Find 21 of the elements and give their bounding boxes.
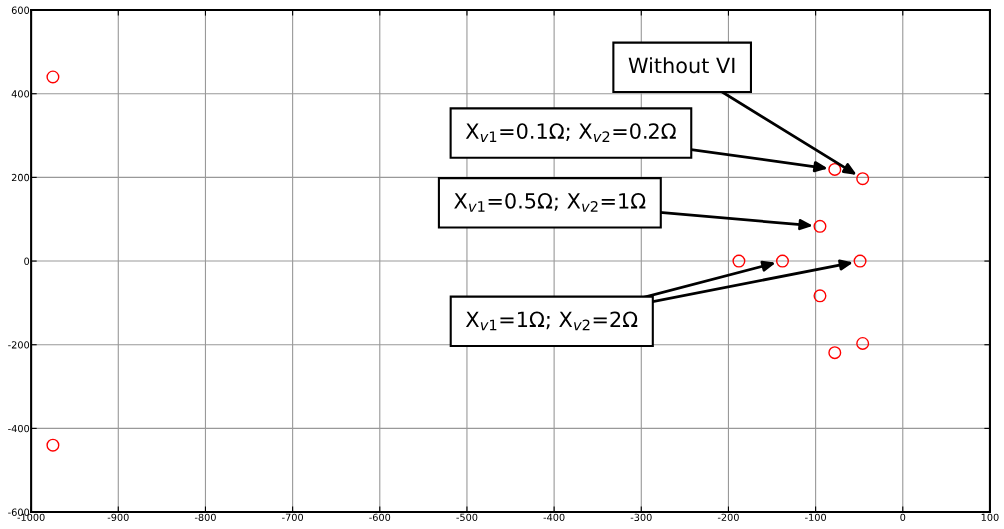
y-tick-label: 600 xyxy=(11,6,30,14)
x-tick-label: -700 xyxy=(282,513,304,521)
x-tick-label: -200 xyxy=(717,513,739,521)
x-tick-label: -900 xyxy=(107,513,129,521)
x-tick-label: -600 xyxy=(369,513,391,521)
x-tick-label: 100 xyxy=(981,513,999,521)
annotation: Without VI xyxy=(628,57,735,74)
y-tick-label: 400 xyxy=(11,90,30,98)
x-tick-label: -800 xyxy=(194,513,216,521)
annotation: X$_{v1}$=0.1Ω; X$_{v2}$=0.2Ω xyxy=(465,123,676,143)
x-tick-label: -300 xyxy=(630,513,652,521)
y-tick-label: -200 xyxy=(8,341,30,349)
y-tick-label: 0 xyxy=(24,257,30,265)
x-tick-label: 0 xyxy=(900,513,906,521)
y-tick-label: -400 xyxy=(8,424,30,433)
annotation: X$_{v1}$=0.5Ω; X$_{v2}$=1Ω xyxy=(454,192,646,212)
x-tick-label: -500 xyxy=(456,513,478,521)
x-tick-label: -100 xyxy=(805,513,826,521)
annotation: X$_{v1}$=1Ω; X$_{v2}$=2Ω xyxy=(465,311,638,331)
y-tick-label: 200 xyxy=(11,173,30,182)
x-tick-label: -400 xyxy=(543,513,565,521)
